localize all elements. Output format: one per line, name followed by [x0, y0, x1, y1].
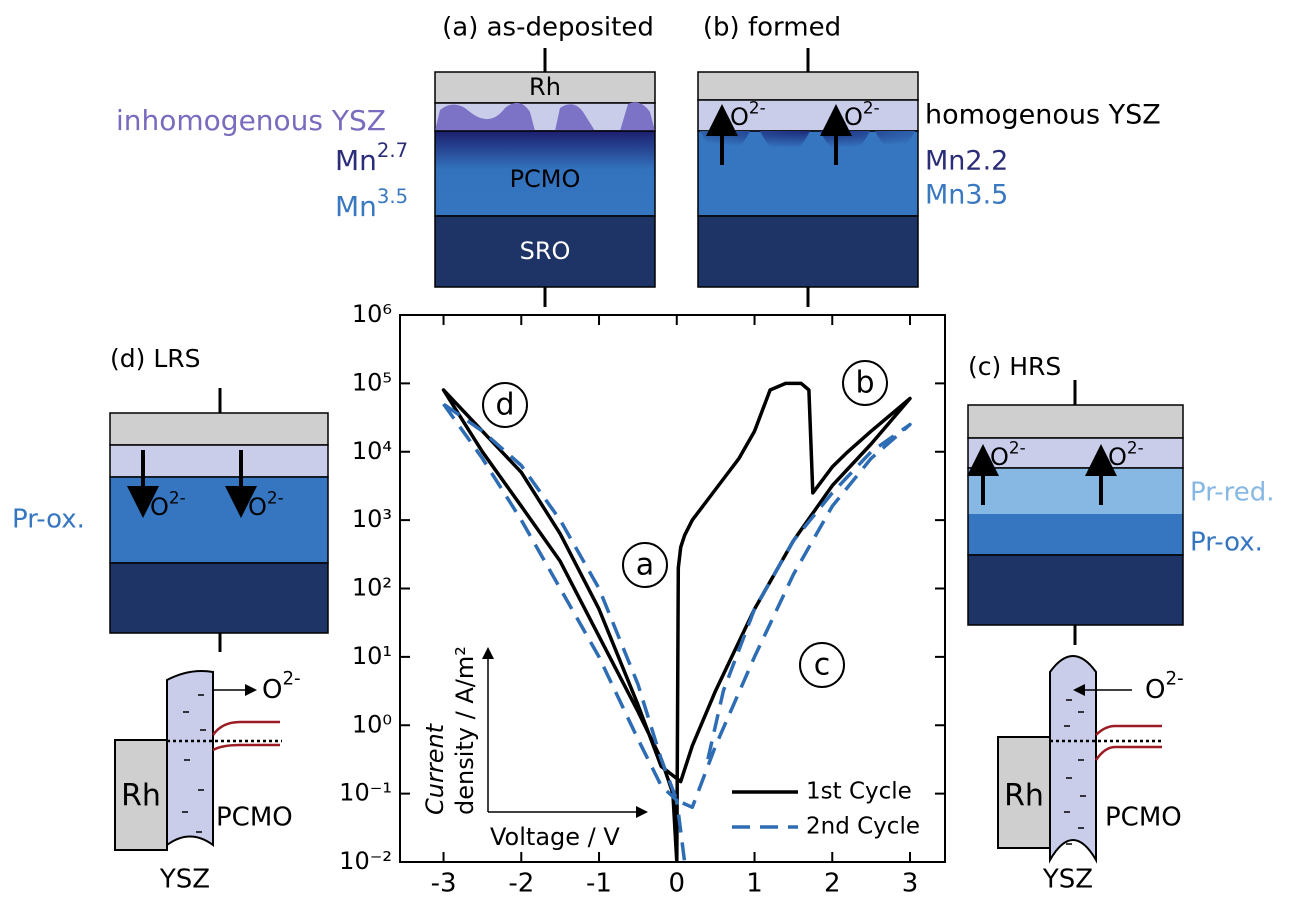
- y-tick-label: 10⁴: [352, 437, 392, 465]
- metal-label: Rh: [1004, 779, 1044, 814]
- ion-label-base: O: [262, 675, 282, 705]
- annotation: d: [495, 388, 514, 423]
- side-label-base: Mn: [335, 190, 377, 223]
- panel-d: [110, 388, 328, 652]
- side-label: Mn3.5: [925, 180, 1008, 211]
- side-label: Pr-ox.: [1190, 528, 1263, 558]
- x-tick-label: -1: [586, 869, 612, 898]
- annotation: c: [814, 648, 831, 683]
- ion-label-base: O: [150, 493, 169, 521]
- side-label: homogenous YSZ: [925, 100, 1161, 131]
- ion-label-sup: 2-: [863, 97, 880, 117]
- legend-label: 2nd Cycle: [806, 814, 920, 840]
- ion-label-sup: 2-: [169, 487, 186, 507]
- ion-label-sup: 2-: [282, 669, 300, 690]
- side-label-base: Mn: [335, 144, 377, 177]
- ion-label-base: O: [844, 103, 863, 131]
- layer-label: Rh: [529, 73, 561, 101]
- panel-title: (c) HRS: [968, 352, 1061, 381]
- x-tick-label: -3: [431, 869, 457, 898]
- side-label: inhomogenous YSZ: [116, 104, 386, 137]
- oxide-label: PCMO: [1105, 803, 1182, 833]
- panel-title: (a) as-deposited: [442, 13, 654, 43]
- x-tick-label: 1: [746, 869, 763, 898]
- x-axis-label: Voltage / V: [490, 823, 620, 851]
- y-axis-label: density / A/m²: [451, 646, 479, 815]
- layer-label: SRO: [520, 237, 571, 265]
- y-tick-label: 10⁰: [352, 710, 392, 738]
- insulator-label: YSZ: [159, 865, 210, 895]
- figure: (a) as-deposited Rh PCMO SRO inhomogenous YS…: [0, 0, 1300, 898]
- y-tick-label: 10⁵: [352, 368, 392, 396]
- side-label: Mn3.5: [335, 184, 408, 223]
- legend-label: 1st Cycle: [806, 779, 912, 805]
- ion-label: O2-: [1145, 669, 1184, 705]
- x-tick-label: -2: [508, 869, 534, 898]
- ion-label-sup: 2-: [749, 97, 766, 117]
- insulator-label: YSZ: [1042, 865, 1093, 895]
- ion-label-base: O: [1145, 675, 1165, 705]
- metal-label: Rh: [121, 779, 161, 814]
- ion-label-sup: 2-: [1009, 437, 1026, 457]
- x-tick-label: 0: [669, 869, 686, 898]
- side-label: Pr-ox.: [12, 505, 85, 535]
- annotation: b: [855, 366, 874, 401]
- ion-label-sup: 2-: [1127, 437, 1144, 457]
- panel-title: (b) formed: [703, 13, 841, 43]
- panel-title: (d) LRS: [110, 344, 201, 373]
- panel-b: [698, 48, 918, 307]
- ion-label-base: O: [730, 103, 749, 131]
- y-axis-label: Current: [421, 722, 449, 815]
- y-tick-label: 10³: [352, 505, 392, 533]
- annotation: a: [636, 548, 654, 583]
- y-tick-label: 10¹: [352, 642, 392, 670]
- side-label: Mn2.7: [335, 138, 408, 177]
- y-tick-label: 10⁻²: [339, 847, 392, 875]
- x-tick-label: 2: [824, 869, 841, 898]
- oxide-label: PCMO: [216, 803, 293, 833]
- side-label: Mn2.2: [925, 146, 1008, 177]
- page: (a) as-deposited Rh PCMO SRO inhomogenous YS…: [0, 0, 1300, 898]
- ion-label-sup: 2-: [267, 487, 284, 507]
- ion-label-sup: 2-: [1165, 669, 1183, 690]
- ion-label: O2-: [262, 669, 301, 705]
- side-label-sup: 3.5: [377, 184, 408, 207]
- ion-label-base: O: [1108, 443, 1127, 471]
- y-tick-label: 10⁶: [352, 300, 392, 328]
- y-tick-label: 10²: [352, 574, 392, 602]
- ion-label-base: O: [248, 493, 267, 521]
- y-tick-label: 10⁻¹: [339, 779, 392, 807]
- side-label: Pr-red.: [1190, 478, 1275, 508]
- side-label-sup: 2.7: [377, 138, 408, 161]
- x-tick-label: 3: [902, 869, 919, 898]
- layer-label: PCMO: [510, 165, 581, 193]
- panel-c: [968, 380, 1183, 645]
- ion-label-base: O: [990, 443, 1009, 471]
